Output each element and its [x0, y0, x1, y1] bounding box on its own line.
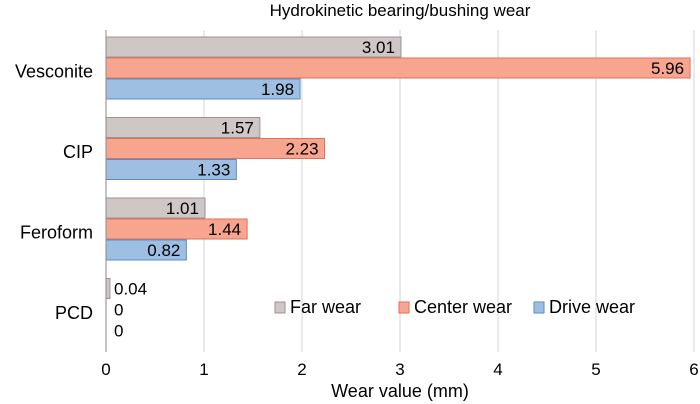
gridlines — [203, 30, 695, 352]
x-axis-title: Wear value (mm) — [331, 381, 469, 401]
x-tick-label: 3 — [395, 360, 404, 379]
legend: Far wear Center wear Drive wear — [274, 297, 635, 317]
category-label-vesconite: Vesconite — [15, 61, 93, 81]
data-label-vesconite-drive-wear: 1.98 — [261, 80, 294, 99]
bars — [105, 36, 691, 299]
category-label-cip: CIP — [63, 142, 93, 162]
data-label-cip-center-wear: 2.23 — [285, 140, 318, 159]
category-label-feroform: Feroform — [20, 222, 93, 242]
x-tick-label: 1 — [199, 360, 208, 379]
bar-vesconite-far-wear — [105, 36, 402, 58]
data-label-vesconite-far-wear: 3.01 — [362, 38, 395, 57]
data-label-feroform-center-wear: 1.44 — [208, 220, 241, 239]
data-label-cip-far-wear: 1.57 — [221, 119, 254, 138]
legend-swatch-far-wear — [274, 301, 286, 314]
category-label-pcd: PCD — [55, 303, 93, 323]
x-tick-label: 2 — [297, 360, 306, 379]
legend-label-drive-wear: Drive wear — [549, 297, 635, 317]
x-tick-label: 4 — [493, 360, 502, 379]
x-tick-label: 0 — [101, 360, 110, 379]
data-label-pcd-center-wear: 0 — [114, 301, 123, 320]
legend-label-center-wear: Center wear — [414, 297, 512, 317]
data-labels: 3.01 5.96 1.98 1.57 2.23 1.33 1.01 1.44 0.82 0.04… — [114, 38, 684, 341]
legend-label-far-wear: Far wear — [290, 297, 361, 317]
x-tick-label: 5 — [591, 360, 600, 379]
bar-pcd-far-wear — [105, 278, 111, 299]
legend-swatch-drive-wear — [533, 301, 545, 314]
category-labels: Vesconite CIP Feroform PCD — [15, 61, 93, 323]
chart-title: Hydrokinetic bearing/bushing wear — [270, 1, 531, 20]
data-label-feroform-far-wear: 1.01 — [166, 199, 199, 218]
x-tick-label: 6 — [689, 360, 698, 379]
legend-swatch-center-wear — [398, 301, 410, 314]
data-label-pcd-drive-wear: 0 — [114, 322, 123, 341]
bar-vesconite-center-wear — [105, 57, 691, 79]
data-label-vesconite-center-wear: 5.96 — [651, 59, 684, 78]
data-label-feroform-drive-wear: 0.82 — [147, 241, 180, 260]
data-label-cip-drive-wear: 1.33 — [197, 161, 230, 180]
x-tick-labels: 0 1 2 3 4 5 6 — [101, 360, 698, 379]
data-label-pcd-far-wear: 0.04 — [114, 280, 147, 299]
